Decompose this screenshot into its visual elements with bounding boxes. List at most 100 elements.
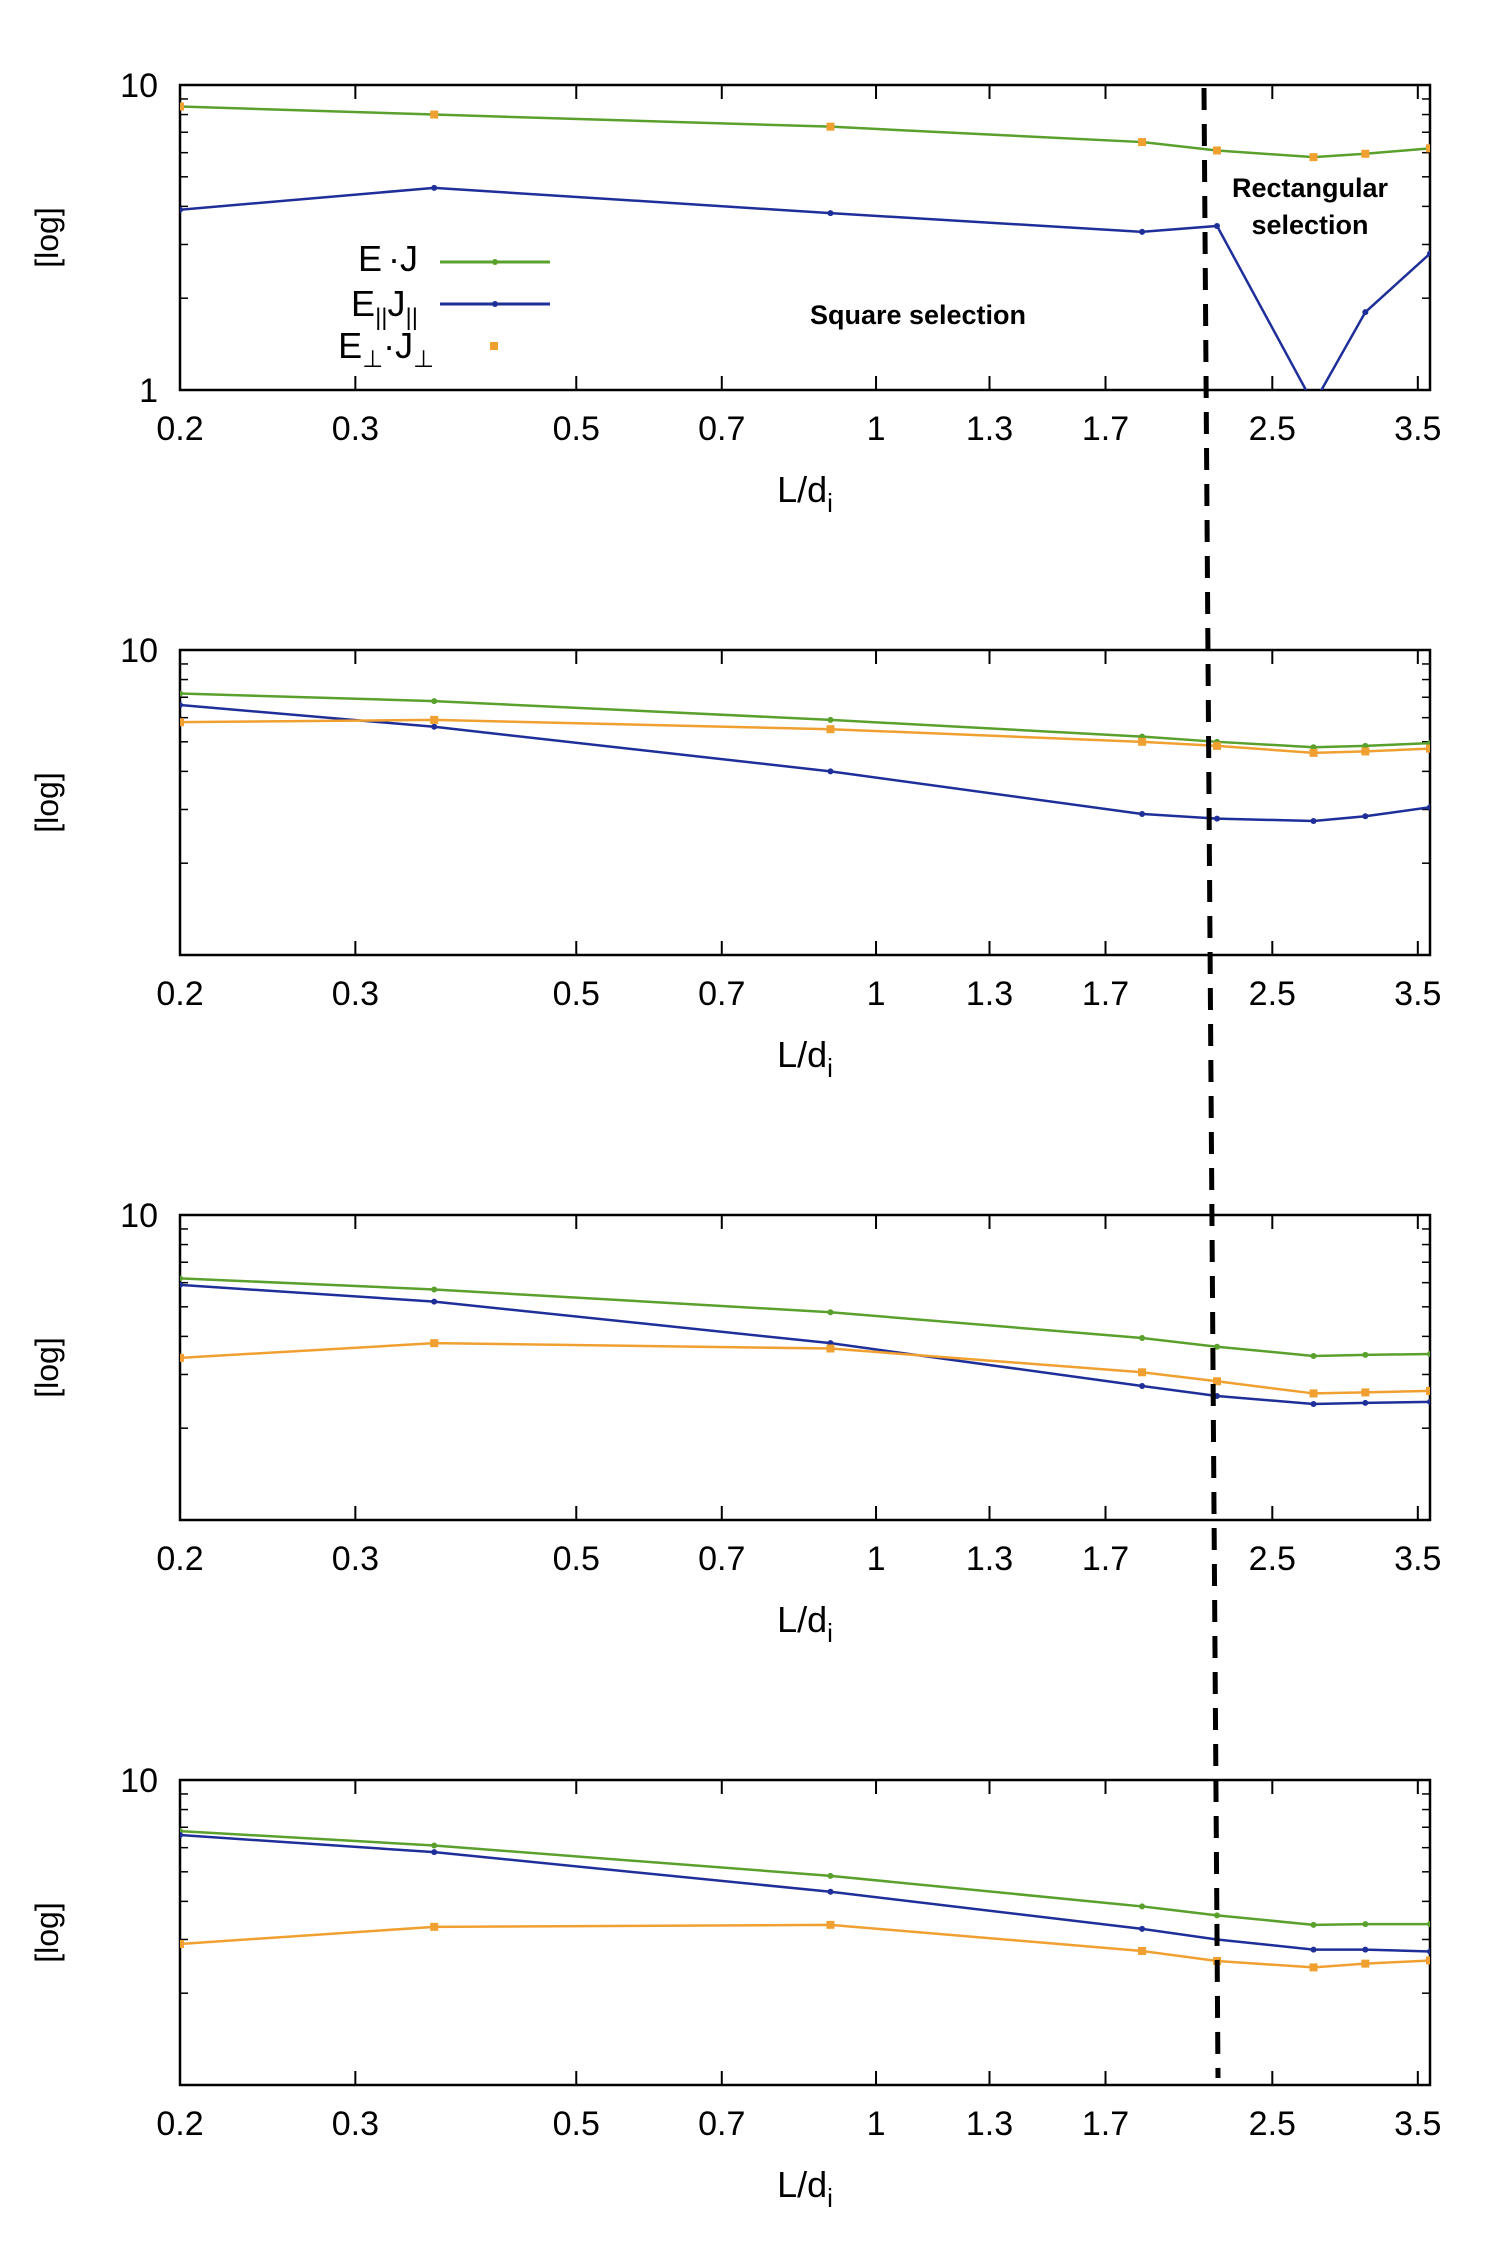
- data-point: [1310, 1352, 1317, 1359]
- legend: E ·J E||J|| E⊥·J⊥: [338, 238, 550, 373]
- data-point: [430, 1339, 439, 1348]
- legend-ej-op: ·J: [388, 238, 418, 279]
- data-point: [1361, 1959, 1370, 1968]
- panels: 0.2 0.3 0.5 0.7 1 1.3 1.7 2.5 3.5101[log]L/di0.2…: [29, 67, 1441, 2213]
- x-axis-label: L/di: [777, 469, 833, 518]
- data-point: [1362, 1351, 1369, 1358]
- data-point: [1138, 1947, 1147, 1956]
- x-tick-label: 1.3: [966, 2105, 1013, 2143]
- data-point: [1311, 401, 1317, 407]
- data-point: [430, 110, 439, 119]
- data-point: [180, 1275, 183, 1282]
- data-point: [180, 102, 184, 111]
- x-tick-label: 0.3: [332, 410, 379, 448]
- annotation-rectangular: Rectangular: [1232, 173, 1389, 203]
- series-group: [180, 1828, 1430, 1972]
- data-point: [1310, 1401, 1317, 1408]
- x-tick-label: 1: [867, 975, 886, 1013]
- data-point: [1362, 1921, 1369, 1928]
- panel-2: 0.2 0.3 0.5 0.7 1 1.3 1.7 2.5 3.5 10 [log] L/di: [29, 632, 1441, 1083]
- legend-marker-ej: [492, 259, 498, 265]
- series-line: [180, 703, 1430, 823]
- x-tick-label: 0.7: [698, 975, 745, 1013]
- data-point: [1361, 747, 1370, 756]
- data-point: [1310, 744, 1317, 751]
- data-point: [180, 1353, 184, 1362]
- x-tick-label: 1.3: [966, 410, 1013, 448]
- x-tick-label: 1: [867, 2105, 886, 2143]
- data-point: [1309, 1963, 1318, 1972]
- y-tick-label: 10: [120, 632, 158, 670]
- y-tick-label: 10: [120, 1762, 158, 1800]
- x-tick-label: 0.3: [332, 2105, 379, 2143]
- series-group: [180, 1275, 1430, 1408]
- series-line: [180, 692, 1430, 749]
- series-line: [180, 1923, 1430, 1969]
- series-group: [180, 690, 1430, 825]
- data-point: [1138, 737, 1147, 746]
- data-point: [1426, 1386, 1430, 1395]
- data-point: [1427, 250, 1430, 257]
- legend-eperp-sub1: ⊥: [362, 346, 383, 373]
- x-tick-label: 1.7: [1082, 975, 1129, 1013]
- data-point: [827, 768, 834, 775]
- x-tick-label: 3.5: [1394, 2105, 1441, 2143]
- legend-label-epar: E||J||: [351, 283, 418, 331]
- x-axis-label: L/di: [777, 2164, 833, 2213]
- x-tick-label: 1: [867, 1540, 886, 1578]
- x-tick-label: 0.2: [156, 2105, 203, 2143]
- x-tick-label: 3.5: [1394, 410, 1441, 448]
- data-point: [180, 702, 183, 709]
- series-line: [180, 1341, 1430, 1395]
- data-point: [1214, 1912, 1221, 1919]
- legend-eperp-sub2: ⊥: [413, 346, 434, 373]
- panel-3: 0.2 0.3 0.5 0.7 1 1.3 1.7 2.5 3.5 10 [log] L/di: [29, 1197, 1441, 1648]
- data-point: [180, 1832, 183, 1839]
- series-line: [180, 1283, 1430, 1406]
- x-tick-label: 1.7: [1082, 2105, 1129, 2143]
- plot-frame: [178, 1778, 1432, 2087]
- x-axis-label: L/di: [777, 1034, 833, 1083]
- x-axis-label-main: L/d: [777, 1599, 827, 1640]
- data-point: [1214, 815, 1221, 822]
- data-point: [1214, 222, 1221, 229]
- data-point: [1139, 810, 1146, 817]
- data-point: [1309, 748, 1318, 757]
- legend-epar-sub2: ||: [406, 304, 418, 331]
- x-tick-label: 1.3: [966, 1540, 1013, 1578]
- data-point: [1426, 144, 1430, 153]
- series-line: [180, 1833, 1430, 1953]
- data-point: [1362, 1399, 1369, 1406]
- x-tick-label: 0.3: [332, 1540, 379, 1578]
- data-point: [1362, 813, 1369, 820]
- data-point: [431, 1842, 438, 1849]
- data-point: [827, 716, 834, 723]
- series-group: [180, 102, 1430, 407]
- x-tick-label: 1.7: [1082, 1540, 1129, 1578]
- x-tick-label: 0.5: [553, 2105, 600, 2143]
- x-tick-label: 0.2: [156, 410, 203, 448]
- x-axis-label-sub: i: [827, 1618, 833, 1648]
- x-tick-label: 3.5: [1394, 975, 1441, 1013]
- series-line: [180, 718, 1430, 755]
- data-point: [1427, 1948, 1430, 1955]
- data-point: [1309, 153, 1318, 162]
- data-point: [1139, 1903, 1146, 1910]
- plot-frame: [178, 83, 1432, 392]
- data-point: [1138, 138, 1147, 147]
- plot-frame: [178, 1213, 1432, 1522]
- data-point: [826, 122, 835, 131]
- x-tick-label: 0.5: [553, 975, 600, 1013]
- data-point: [180, 1281, 183, 1288]
- x-axis-label-main: L/d: [777, 2164, 827, 2205]
- x-tick-label: 0.3: [332, 975, 379, 1013]
- data-point: [1310, 818, 1317, 825]
- x-tick-label: 2.5: [1249, 975, 1296, 1013]
- panel-4: 0.2 0.3 0.5 0.7 1 1.3 1.7 2.5 3.5 10 [log] L/di: [29, 1762, 1441, 2213]
- selection-divider-line: [1201, 87, 1221, 2079]
- y-axis-label: [log]: [29, 1337, 65, 1397]
- data-point: [1427, 804, 1430, 811]
- data-point: [431, 1849, 438, 1856]
- data-point: [431, 184, 438, 191]
